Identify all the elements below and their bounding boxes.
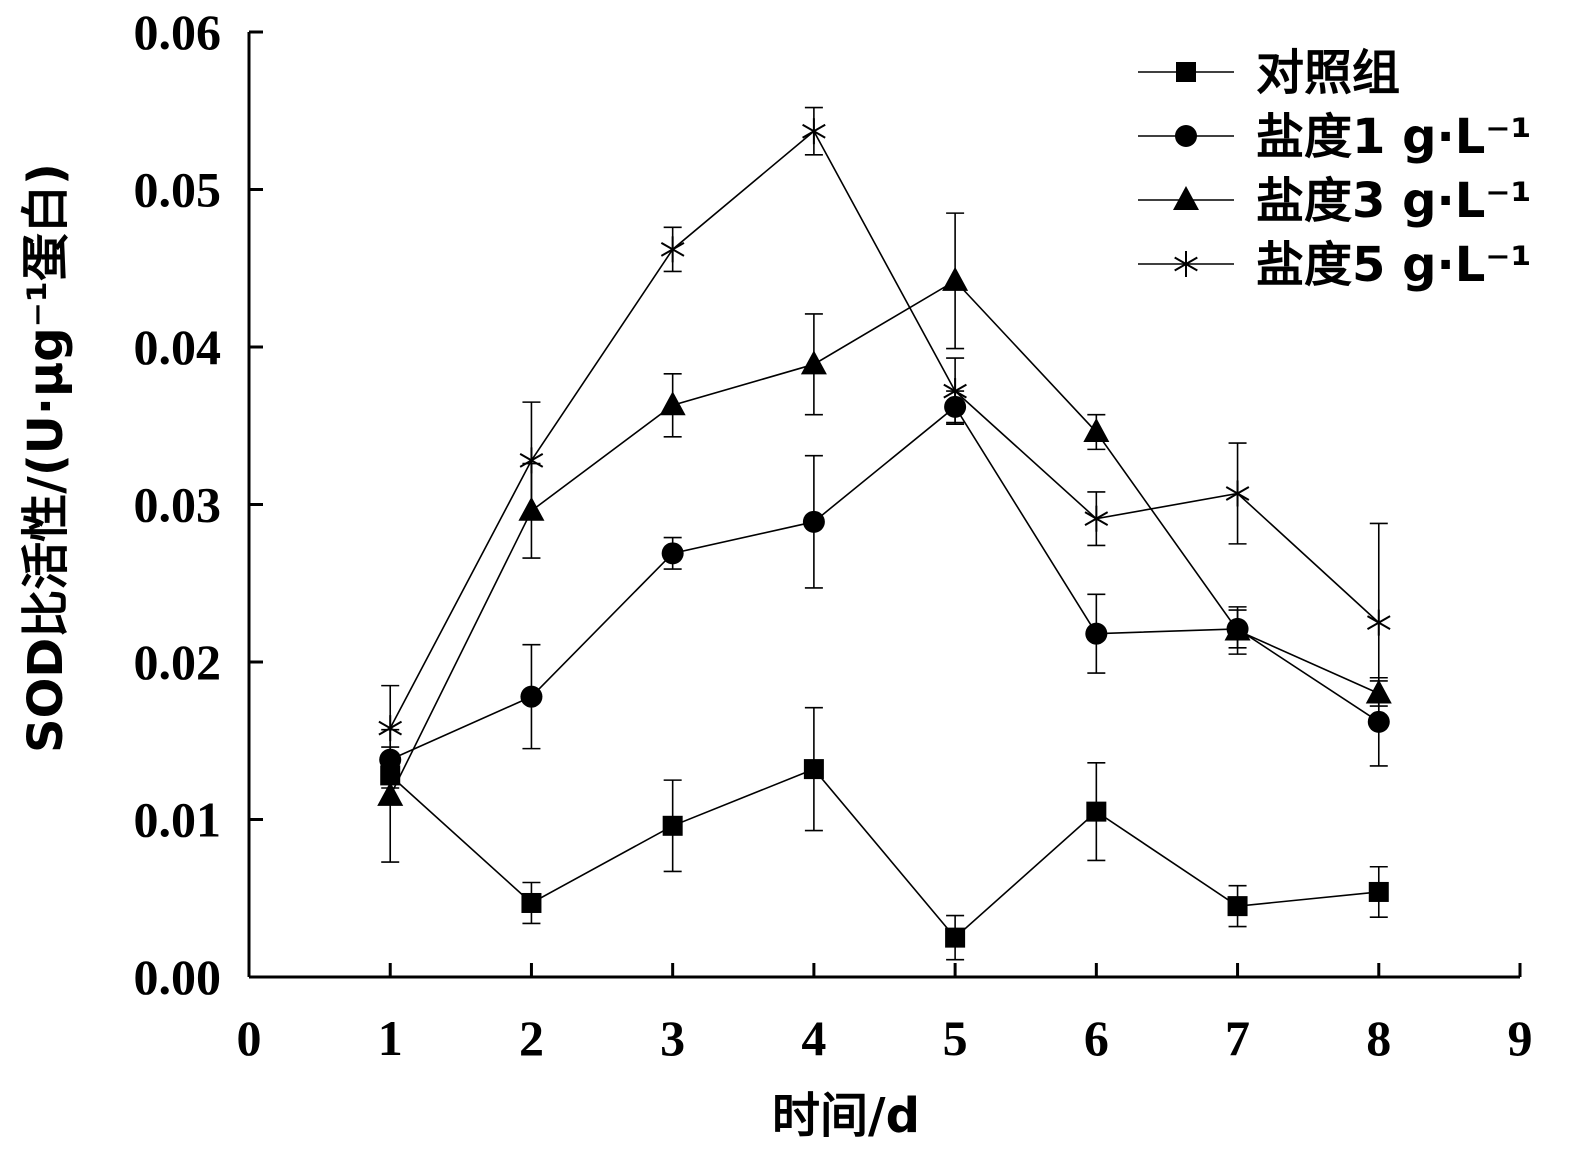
legend-marker: [1174, 251, 1198, 277]
x-tick-label-2: 2: [519, 1010, 544, 1066]
data-point: [802, 118, 826, 145]
legend-item-3: 盐度5 g·L⁻¹: [1138, 237, 1532, 293]
data-point: [803, 759, 824, 780]
data-point: [519, 447, 544, 474]
y-tick-label-3: 0.03: [134, 477, 222, 533]
legend-label: 盐度1 g·L⁻¹: [1256, 109, 1532, 165]
legend-item-2: 盐度3 g·L⁻¹: [1138, 173, 1532, 229]
data-point: [662, 815, 683, 836]
x-axis-title: 时间/d: [772, 1088, 920, 1144]
legend-item-0: 对照组: [1138, 45, 1400, 101]
data-point: [943, 378, 967, 405]
y-tick-label-2: 0.02: [134, 634, 222, 690]
data-point: [660, 236, 685, 263]
legend-marker: [1176, 62, 1196, 82]
y-tick-label-4: 0.04: [134, 319, 222, 375]
data-point: [945, 927, 966, 948]
data-point: [659, 391, 686, 416]
y-tick-label-0: 0.00: [134, 949, 222, 1005]
data-point: [1368, 881, 1389, 902]
plot-area: 0 1 2 3 4 5 6 7 8 9 0.00 0.01 0.02 0.03 0.04 0.05 0.06: [134, 4, 1533, 1066]
series-0: [380, 706, 1389, 961]
y-axis-title: SOD比活性/(U·μg⁻¹蛋白): [18, 163, 74, 753]
data-point: [1224, 616, 1251, 641]
data-point: [802, 510, 825, 533]
legend-label: 盐度3 g·L⁻¹: [1256, 173, 1532, 229]
y-ticks: 0.00 0.01 0.02 0.03 0.04 0.05 0.06: [134, 4, 263, 1005]
data-point: [377, 781, 404, 806]
data-point: [1084, 505, 1109, 532]
data-point: [661, 542, 684, 565]
x-ticks: 0 1 2 3 4 5 6 7 8 9: [237, 963, 1533, 1066]
y-tick-label-5: 0.05: [134, 162, 222, 218]
series-line-2: [389, 279, 1380, 797]
series-line-0: [389, 768, 1379, 939]
x-tick-label-1: 1: [378, 1010, 403, 1066]
x-tick-label-6: 6: [1084, 1010, 1109, 1066]
x-tick-label-5: 5: [943, 1010, 968, 1066]
legend-label: 盐度5 g·L⁻¹: [1256, 237, 1532, 293]
data-point: [521, 892, 542, 913]
y-tick-label-6: 0.06: [134, 4, 222, 60]
legend-marker: [1173, 186, 1199, 210]
series-line-1: [389, 405, 1380, 761]
series-line-3: [389, 129, 1380, 729]
data-point: [942, 266, 969, 291]
data-point: [1086, 801, 1107, 822]
data-point: [1083, 418, 1110, 443]
data-point: [520, 685, 543, 708]
data-point: [1227, 896, 1248, 917]
x-tick-label-3: 3: [660, 1010, 685, 1066]
data-point: [800, 350, 827, 375]
legend-label: 对照组: [1256, 45, 1400, 101]
x-tick-label-8: 8: [1366, 1010, 1391, 1066]
x-tick-label-0: 0: [237, 1010, 262, 1066]
x-tick-label-4: 4: [801, 1010, 826, 1066]
data-point: [1225, 480, 1250, 507]
x-tick-label-7: 7: [1225, 1010, 1250, 1066]
series-3: [378, 106, 1391, 772]
series-2: [377, 212, 1392, 863]
series-layer: [377, 106, 1392, 961]
y-tick-label-1: 0.01: [134, 792, 222, 848]
data-point: [378, 715, 403, 742]
legend-item-1: 盐度1 g·L⁻¹: [1138, 109, 1532, 165]
x-tick-label-9: 9: [1508, 1010, 1533, 1066]
data-point: [1085, 622, 1108, 645]
legend-marker: [1175, 125, 1197, 147]
data-point: [1366, 609, 1391, 636]
